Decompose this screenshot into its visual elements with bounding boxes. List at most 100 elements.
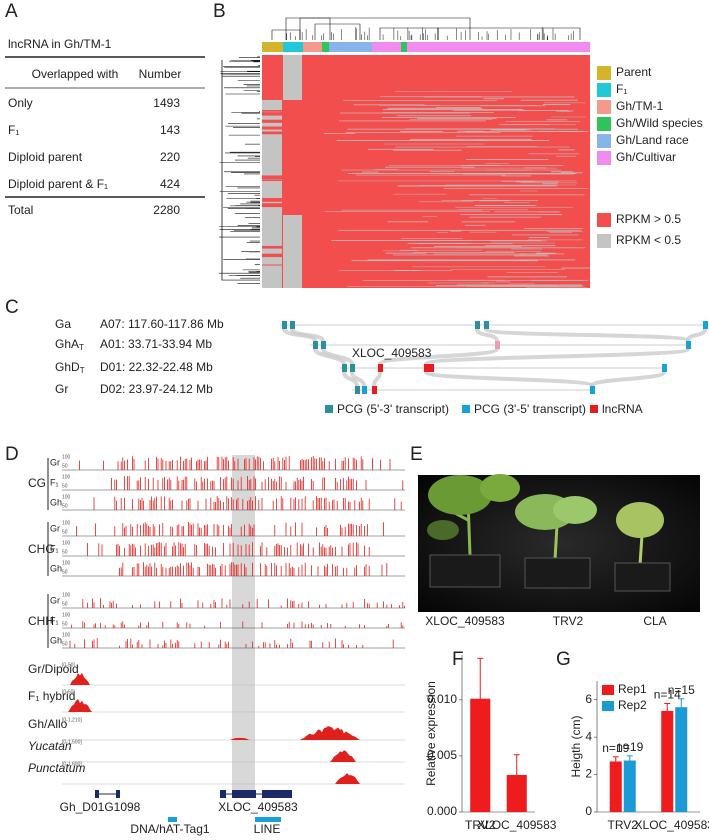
species-name: GhD	[55, 360, 80, 374]
scale-label: 50	[62, 503, 68, 509]
heatmap-cell	[490, 242, 555, 244]
heatmap-cell	[401, 238, 463, 239]
heatmap-cell	[336, 140, 550, 141]
legend-label: Gh/Wild species	[616, 116, 703, 130]
synteny-band	[424, 347, 690, 366]
heatmap-cell	[443, 185, 506, 187]
heatmap-cell	[409, 119, 493, 120]
gene	[362, 386, 367, 394]
gene	[313, 341, 318, 349]
heatmap-cell	[460, 165, 564, 166]
heatmap-cell	[453, 110, 528, 111]
scale-label: 100	[62, 560, 71, 566]
table-cell: 2280	[153, 203, 180, 217]
heatmap-cell	[560, 172, 583, 174]
heatmap-cell	[458, 209, 529, 211]
heatmap-cell	[524, 167, 547, 169]
count-label: n=14	[654, 688, 681, 702]
heatmap-cell	[387, 107, 483, 109]
table-cell: Diploid parent	[8, 150, 83, 164]
legend-swatch	[597, 213, 611, 227]
repeat	[255, 817, 281, 822]
heatmap-cell	[465, 224, 486, 226]
track-label: Gr/Dipoid	[28, 662, 79, 676]
heatmap-cell	[393, 254, 548, 256]
heatmap-cell	[457, 284, 582, 286]
coverage-area	[300, 726, 360, 740]
legend-swatch	[597, 234, 611, 248]
y-axis-label: Heigth (cm)	[569, 715, 583, 777]
gene	[290, 321, 295, 329]
panel-label: D	[5, 444, 19, 465]
synteny-band	[475, 328, 499, 342]
sample-label: F₁	[50, 477, 59, 487]
exon	[232, 790, 256, 798]
x-tick-label: XLOC_409583	[635, 818, 709, 832]
heatmap-cell	[501, 175, 532, 177]
heatmap-cell	[547, 231, 583, 232]
heatmap-cell	[262, 253, 282, 258]
sample-label: Gr	[50, 457, 60, 467]
heatmap-cell	[368, 148, 434, 150]
heatmap-cell	[463, 173, 575, 175]
heatmap-cell	[483, 98, 504, 100]
heatmap-cell	[543, 102, 586, 104]
heatmap-cell	[556, 155, 576, 157]
heatmap-cell	[519, 253, 565, 255]
heatmap-cell	[362, 171, 379, 173]
heatmap-cell	[384, 143, 484, 145]
region-label: D02: 23.97-24.12 Mb	[100, 382, 213, 396]
coverage-area	[230, 737, 250, 740]
scale-label: 100	[62, 520, 71, 526]
photo-label: TRV2	[553, 614, 584, 628]
table-cell: 143	[160, 123, 180, 137]
heatmap-cell	[515, 181, 559, 183]
heatmap-cell	[435, 106, 481, 108]
heatmap-cell	[456, 247, 535, 249]
legend-swatch	[597, 151, 611, 165]
gene	[662, 364, 667, 372]
heatmap-cell	[461, 167, 557, 169]
scale-label: 50	[62, 549, 68, 555]
heatmap-cell	[469, 216, 541, 218]
sample-label: Gr	[50, 523, 60, 533]
heatmap-cell	[511, 248, 543, 250]
heatmap-cell	[450, 230, 462, 232]
synteny-band	[424, 370, 594, 388]
gene	[590, 386, 595, 394]
legend-label: Rep1	[618, 682, 647, 696]
heatmap-cell	[430, 170, 455, 172]
synteny-band	[378, 347, 499, 366]
heatmap-cell	[505, 121, 581, 122]
heatmap-cell	[468, 194, 585, 196]
species-name: GhA	[55, 337, 79, 351]
species-subscript: T	[79, 343, 84, 352]
range-label: [0-50]	[62, 689, 75, 695]
legend-label: PCG (3'-5' transcript)	[474, 402, 586, 416]
dendrogram	[299, 17, 331, 40]
heatmap-cell	[556, 111, 572, 113]
heatmap-cell	[262, 179, 282, 182]
heatmap-cell	[441, 199, 510, 201]
heatmap-cell	[506, 272, 558, 273]
heatmap-cell	[409, 138, 532, 140]
heatmap-cell	[381, 117, 516, 118]
heatmap-cell	[347, 286, 582, 287]
table-header: Number	[139, 67, 182, 81]
y-axis-label: Relative expression	[424, 681, 438, 786]
dendrogram	[379, 27, 581, 40]
heatmap-cell	[445, 184, 576, 186]
heatmap-cell	[262, 198, 282, 202]
heatmap-cell	[513, 255, 550, 257]
legend-label: Gh/Land race	[616, 133, 689, 147]
heatmap-cell	[341, 169, 562, 171]
heatmap-cell	[561, 267, 590, 269]
scale-label: 50	[62, 601, 68, 607]
heatmap-cell	[551, 171, 574, 173]
synteny-band	[686, 328, 707, 342]
panel-label: G	[556, 649, 571, 670]
range-label: [0-1,210]	[62, 717, 82, 723]
gene	[342, 364, 347, 372]
y-tick-label: 4	[585, 729, 592, 743]
heatmap-cell	[481, 282, 496, 284]
